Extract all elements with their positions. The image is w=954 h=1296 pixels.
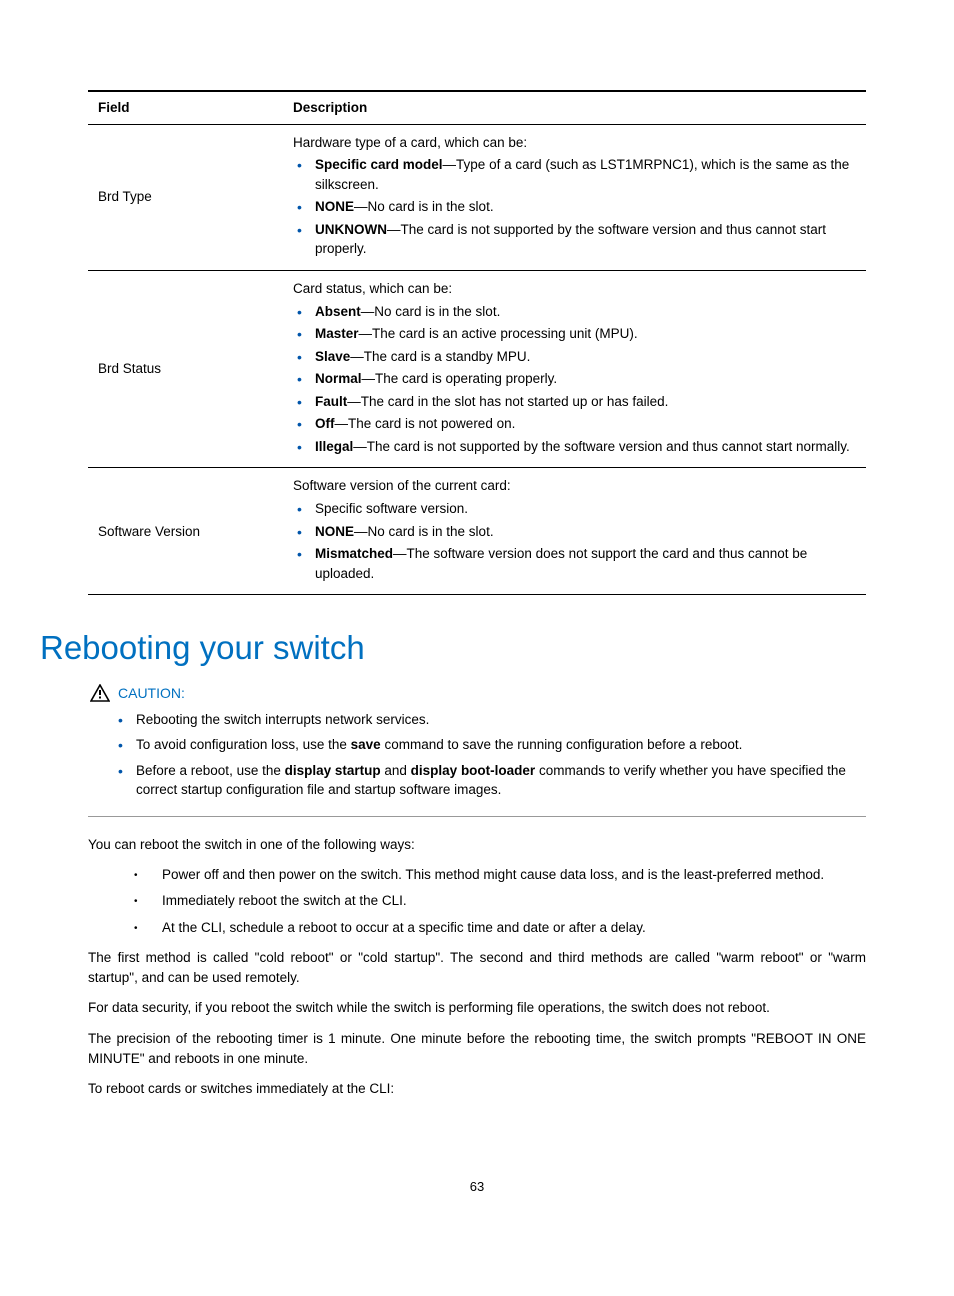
ways-list-item: At the CLI, schedule a reboot to occur a…	[162, 918, 866, 938]
field-description-cell: Software version of the current card: Spe…	[283, 468, 866, 595]
caution-list-item: To avoid configuration loss, use the sav…	[136, 735, 866, 755]
section-heading: Rebooting your switch	[40, 629, 866, 667]
field-name-cell: Brd Status	[88, 270, 283, 468]
description-list-item: NONE—No card is in the slot.	[315, 197, 856, 217]
field-description-cell: Card status, which can be: Absent—No card…	[283, 270, 866, 468]
ways-list: Power off and then power on the switch. …	[88, 865, 866, 938]
caution-list-item: Before a reboot, use the display startup…	[136, 761, 866, 800]
description-list-item: NONE—No card is in the slot.	[315, 522, 856, 542]
description-list: Specific card model—Type of a card (such…	[293, 155, 856, 259]
field-description-cell: Hardware type of a card, which can be:Sp…	[283, 124, 866, 270]
page-number: 63	[88, 1179, 866, 1194]
description-list: Specific software version. NONE—No card i…	[293, 499, 856, 583]
table-row: Brd TypeHardware type of a card, which c…	[88, 124, 866, 270]
description-list-item: Slave—The card is a standby MPU.	[315, 347, 856, 367]
description-intro: Card status, which can be:	[293, 279, 856, 299]
paragraph: The first method is called "cold reboot"…	[88, 948, 866, 989]
description-list-item: Fault—The card in the slot has not start…	[315, 392, 856, 412]
caution-header: CAUTION:	[88, 683, 866, 703]
ways-list-item: Immediately reboot the switch at the CLI…	[162, 891, 866, 911]
caution-list-item: Rebooting the switch interrupts network …	[136, 710, 866, 730]
description-list-item: Mismatched—The software version does not…	[315, 544, 856, 583]
description-list-item: Master—The card is an active processing …	[315, 324, 856, 344]
description-intro: Hardware type of a card, which can be:	[293, 133, 856, 153]
document-page: Field Description Brd TypeHardware type …	[0, 0, 954, 1254]
description-list: Absent—No card is in the slot.Master—The…	[293, 302, 856, 457]
caution-label: CAUTION:	[118, 683, 185, 703]
field-name-cell: Software Version	[88, 468, 283, 595]
description-list-item: Normal—The card is operating properly.	[315, 369, 856, 389]
body-text: You can reboot the switch in one of the …	[88, 835, 866, 1100]
description-list-item: Absent—No card is in the slot.	[315, 302, 856, 322]
fields-table: Field Description Brd TypeHardware type …	[88, 90, 866, 595]
paragraph: To reboot cards or switches immediately …	[88, 1079, 866, 1099]
intro-paragraph: You can reboot the switch in one of the …	[88, 835, 866, 855]
description-intro: Software version of the current card:	[293, 476, 856, 496]
paragraph: The precision of the rebooting timer is …	[88, 1029, 866, 1070]
table-header-field: Field	[88, 91, 283, 124]
table-row: Brd Status Card status, which can be: Abse…	[88, 270, 866, 468]
description-list-item: Off—The card is not powered on.	[315, 414, 856, 434]
description-list-item: UNKNOWN—The card is not supported by the…	[315, 220, 856, 259]
field-name-cell: Brd Type	[88, 124, 283, 270]
description-list-item: Illegal—The card is not supported by the…	[315, 437, 856, 457]
table-row: Software VersionSoftware version of the …	[88, 468, 866, 595]
caution-icon	[90, 684, 110, 702]
caution-block: CAUTION: Rebooting the switch interrupts…	[88, 683, 866, 817]
paragraph: For data security, if you reboot the swi…	[88, 998, 866, 1018]
table-header-description: Description	[283, 91, 866, 124]
description-list-item: Specific card model—Type of a card (such…	[315, 155, 856, 194]
ways-list-item: Power off and then power on the switch. …	[162, 865, 866, 885]
description-list-item: Specific software version.	[315, 499, 856, 519]
caution-list: Rebooting the switch interrupts network …	[88, 710, 866, 800]
